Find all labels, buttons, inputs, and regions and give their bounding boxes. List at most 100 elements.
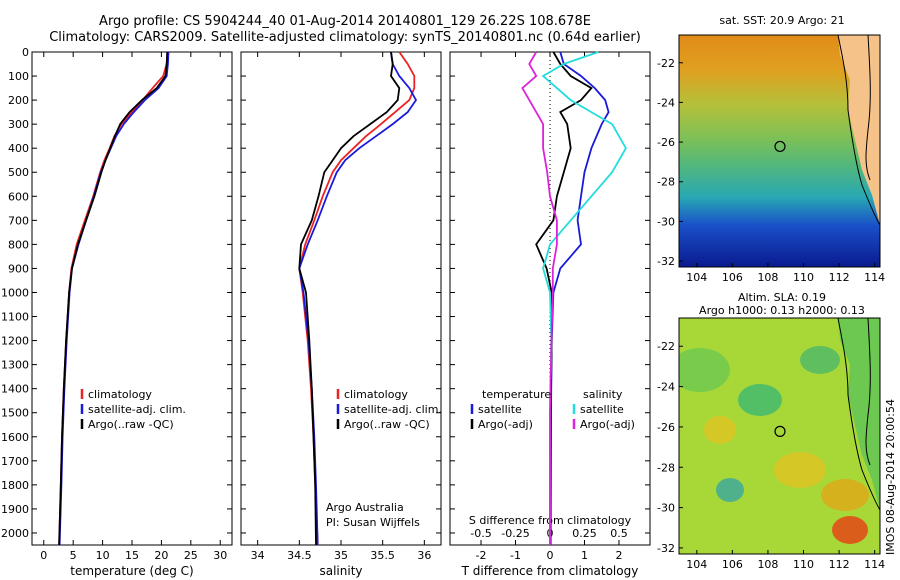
map-y-tick-label: -30: [657, 215, 675, 228]
map-y-tick-label: -32: [657, 542, 675, 555]
y-tick-label: 200: [8, 94, 29, 107]
credit-line2: PI: Susan Wijffels: [326, 516, 420, 529]
map-x-tick-label: 110: [793, 271, 814, 284]
y-tick-label: 600: [8, 190, 29, 203]
map-x-tick-label: 114: [864, 558, 885, 571]
map-y-tick-label: -28: [657, 461, 675, 474]
x-tick-label: 10: [96, 549, 110, 562]
y-tick-label: 1200: [1, 335, 29, 348]
x-tick-label: 0: [40, 549, 47, 562]
x-tick-label: 35.5: [370, 549, 395, 562]
float-position-marker: [774, 425, 786, 437]
x-tick-label: -2: [476, 549, 487, 562]
map-x-tick-label: 108: [757, 558, 778, 571]
y-tick-label: 1700: [1, 455, 29, 468]
x-tick-label: 34.5: [287, 549, 312, 562]
map-y-tick-label: -28: [657, 176, 675, 189]
sla-map-title1: Altim. SLA: 0.19: [738, 291, 826, 304]
float-position-marker: [774, 140, 786, 153]
legend-label: satellite-adj. clim.: [344, 403, 442, 416]
map-x-tick-label: 112: [829, 558, 850, 571]
imos-watermark: IMOS 08-Aug-2014 20:00:54: [884, 399, 897, 555]
y-tick-label: 1100: [1, 311, 29, 324]
legend-label: climatology: [88, 388, 152, 401]
legend-label: climatology: [344, 388, 408, 401]
x-tick-label: 1: [581, 549, 588, 562]
map-x-tick-label: 106: [722, 271, 743, 284]
y-tick-label: 1900: [1, 503, 29, 516]
x-tick-label: 2: [615, 549, 622, 562]
series-line-3: [521, 51, 558, 545]
y-tick-label: 400: [8, 142, 29, 155]
sla-map-title2: Argo h1000: 0.13 h2000: 0.13: [699, 304, 865, 317]
map-x-tick-label: 106: [722, 558, 743, 571]
coastline: [865, 35, 871, 181]
profile-panel-salinity: 34 34.5 35 35.5 36 salinity climatology satelli…: [240, 51, 442, 578]
panel-frame: [31, 51, 233, 546]
x-tick-label: 34: [251, 549, 265, 562]
map-x-tick-label: 114: [864, 271, 885, 284]
y-tick-label: 1500: [1, 407, 29, 420]
sla-map-frame: [678, 317, 881, 555]
bathymetry-contour: [837, 318, 880, 511]
x-tick-label: 30: [213, 549, 227, 562]
series-line-2: [541, 51, 627, 545]
map-y-tick-label: -32: [657, 255, 675, 268]
profile-panel-temperature: 0100200300400500600700800900100011001200…: [1, 46, 233, 578]
credit-line1: Argo Australia: [326, 501, 404, 514]
sst-map-title: sat. SST: 20.9 Argo: 21: [719, 14, 844, 27]
map-y-tick-label: -26: [657, 421, 675, 434]
y-tick-label: 1000: [1, 286, 29, 299]
x-tick-label: 20: [154, 549, 168, 562]
x-axis-label: salinity: [319, 564, 362, 578]
top-x-tick-label: 0.25: [572, 527, 597, 540]
x-tick-label: 0: [547, 549, 554, 562]
top-x-tick-label: 0.5: [610, 527, 628, 540]
y-tick-label: 100: [8, 70, 29, 83]
y-tick-label: 1400: [1, 383, 29, 396]
y-tick-label: 0: [22, 46, 29, 59]
legend-label: satellite-adj. clim.: [88, 403, 186, 416]
legend-label: Argo(-adj): [478, 418, 533, 431]
coastline: [865, 318, 871, 466]
profile-panel-difference: -2 -1 0 1 2 T difference from climatology -0.5…: [449, 51, 651, 578]
x-tick-label: 5: [70, 549, 77, 562]
y-tick-label: 1800: [1, 479, 29, 492]
legend-label: Argo(..raw -QC): [88, 418, 174, 431]
map-y-tick-label: -26: [657, 136, 675, 149]
legend-label: satellite: [478, 403, 522, 416]
map-y-tick-label: -24: [657, 381, 675, 394]
y-tick-label: 300: [8, 118, 29, 131]
top-x-tick-label: -0.5: [470, 527, 491, 540]
x-tick-label: -1: [510, 549, 521, 562]
legend-title: temperature: [482, 388, 551, 401]
map-y-tick-label: -24: [657, 96, 675, 109]
series-line-2: [58, 51, 169, 546]
series-line-2: [298, 51, 401, 546]
legend-label: Argo(-adj): [580, 418, 635, 431]
land-australia: [838, 318, 880, 510]
map-x-tick-label: 104: [686, 271, 707, 284]
legend-label: satellite: [580, 403, 624, 416]
map-y-tick-label: -22: [657, 340, 675, 353]
x-tick-label: 15: [125, 549, 139, 562]
x-tick-label: 35: [334, 549, 348, 562]
y-tick-label: 2000: [1, 527, 29, 540]
header-line1: Argo profile: CS 5904244_40 01-Aug-2014 …: [99, 14, 591, 29]
x-tick-label: 36: [417, 549, 431, 562]
sst-map: sat. SST: 20.9 Argo: 21 -22 -24 -26 -28 -30 -…: [657, 14, 885, 284]
map-x-tick-label: 108: [757, 271, 778, 284]
sst-map-frame: [678, 34, 881, 268]
y-tick-label: 900: [8, 262, 29, 275]
map-y-tick-label: -22: [657, 57, 675, 70]
legend-title: salinity: [583, 388, 623, 401]
y-tick-label: 1600: [1, 431, 29, 444]
map-y-tick-label: -30: [657, 502, 675, 515]
x-tick-label: 25: [184, 549, 198, 562]
legend-label: Argo(..raw -QC): [344, 418, 430, 431]
y-tick-label: 800: [8, 238, 29, 251]
x-axis-label: temperature (deg C): [70, 564, 193, 578]
y-tick-label: 500: [8, 166, 29, 179]
map-x-tick-label: 110: [793, 558, 814, 571]
